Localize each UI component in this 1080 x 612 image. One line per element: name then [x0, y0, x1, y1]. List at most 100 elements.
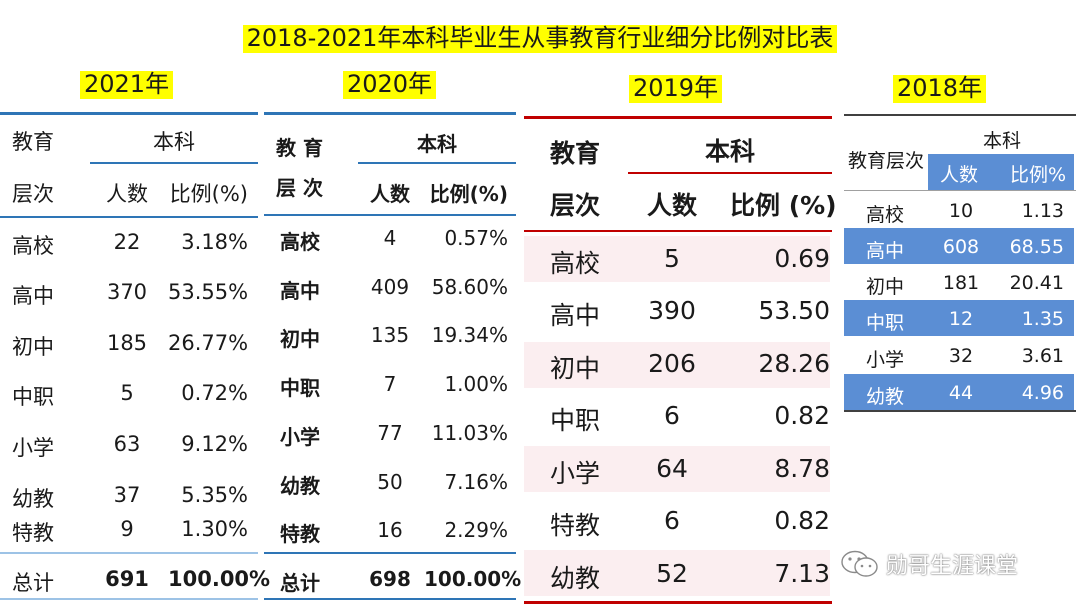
row-count: 409 [370, 275, 410, 299]
row-pct: 3.18% [181, 230, 248, 254]
row-count: 185 [106, 331, 148, 355]
page-title: 2018-2021年本科毕业生从事教育行业细分比例对比表 [0, 24, 1080, 53]
row-pct: 0.57% [444, 226, 508, 250]
row-label: 初中 [550, 354, 601, 383]
table-top-border [524, 116, 832, 119]
row-label: 特教 [12, 521, 54, 545]
watermark-text: 勋哥生涯课堂 [886, 554, 1019, 579]
row-count: 4 [383, 226, 397, 250]
year-label-2019: 2019年 [629, 74, 723, 103]
row-label: 小学 [280, 425, 320, 449]
row-pct: 19.34% [431, 323, 508, 347]
header-level-2: 层 次 [276, 176, 323, 200]
row-count: 32 [948, 345, 974, 367]
row-pct: 2.29% [444, 518, 508, 542]
row-count: 181 [942, 272, 980, 294]
row-pct: 1.35 [1021, 308, 1064, 330]
total-pct: 100.00% [168, 567, 271, 591]
row-count: 37 [113, 483, 141, 507]
total-divider [0, 552, 258, 554]
row-count: 206 [648, 349, 696, 378]
row-pct: 20.41 [1009, 272, 1064, 294]
row-count: 5 [664, 244, 680, 273]
row-count: 9 [120, 517, 134, 541]
header-count: 人数 [106, 182, 148, 206]
table-bottom-border [264, 598, 516, 600]
row-pct: 9.12% [181, 432, 248, 456]
table-2018: 教育层次 本科 人数 比例% 高校 10 1.13 高中 608 68.55 初… [844, 114, 1076, 414]
row-label: 幼教 [866, 386, 905, 408]
row-pct: 26.77% [168, 331, 249, 355]
header-pct: 比例(%) [429, 182, 508, 206]
row-pct: 68.55 [1009, 236, 1064, 258]
year-label-2021: 2021年 [80, 70, 174, 99]
header-count: 人数 [370, 182, 410, 206]
header-pct: 比例(%) [169, 182, 248, 206]
row-pct: 58.60% [431, 275, 508, 299]
header-bottom-border [0, 216, 258, 218]
row-label: 初中 [12, 335, 54, 359]
row-band [524, 342, 830, 388]
header-divider [90, 162, 258, 164]
header-group: 本科 [153, 130, 195, 154]
row-count: 390 [648, 296, 696, 325]
header-pct: 比例% [1010, 164, 1067, 186]
row-pct: 0.72% [181, 381, 248, 405]
row-count: 608 [942, 236, 980, 258]
row-count: 5 [120, 381, 134, 405]
header-level-2: 层次 [550, 191, 601, 220]
row-label: 特教 [550, 511, 601, 540]
row-count: 63 [113, 432, 141, 456]
row-count: 10 [948, 200, 974, 222]
row-band [524, 550, 830, 596]
row-label: 中职 [550, 406, 601, 435]
total-divider [264, 552, 516, 554]
row-label: 中职 [12, 385, 54, 409]
row-count: 44 [948, 382, 974, 404]
row-label: 高中 [550, 301, 601, 330]
row-pct: 1.30% [181, 517, 248, 541]
row-pct: 1.00% [444, 372, 508, 396]
row-band [844, 374, 1074, 410]
row-pct: 53.50 [758, 296, 830, 325]
header-level-1: 教 育 [276, 136, 323, 160]
header-divider [628, 172, 832, 174]
wechat-icon [840, 549, 880, 579]
table-bottom-border [0, 598, 258, 600]
row-label: 特教 [280, 522, 320, 546]
row-label: 高中 [866, 240, 905, 262]
table-top-border [264, 112, 516, 115]
header-pct: 比例 (%) [730, 191, 837, 220]
row-pct: 3.61 [1021, 345, 1064, 367]
row-count: 52 [656, 559, 688, 588]
row-label: 中职 [866, 312, 905, 334]
row-count: 77 [377, 421, 403, 445]
row-count: 64 [656, 454, 688, 483]
row-count: 22 [113, 230, 141, 254]
row-count: 135 [370, 323, 410, 347]
row-count: 12 [948, 308, 974, 330]
row-label: 初中 [866, 276, 905, 298]
row-pct: 8.78 [774, 454, 830, 483]
year-label-2020: 2020年 [343, 70, 437, 99]
row-band [524, 446, 830, 492]
row-pct: 0.82 [774, 506, 830, 535]
header-group: 本科 [704, 137, 755, 166]
row-count: 6 [664, 506, 680, 535]
header-band [928, 154, 1074, 190]
row-label: 中职 [280, 376, 320, 400]
header-count: 人数 [646, 191, 697, 220]
header-group: 本科 [417, 132, 457, 156]
header-bottom-border [264, 214, 516, 216]
table-bottom-border [524, 601, 832, 604]
row-pct: 7.16% [444, 470, 508, 494]
row-label: 幼教 [12, 487, 54, 511]
table-2019: 教育 本科 层次 人数 比例 (%) 高校 5 0.69 高中 390 53.5… [524, 116, 837, 612]
row-count: 50 [377, 470, 403, 494]
header-count: 人数 [940, 164, 979, 186]
row-label: 小学 [550, 459, 601, 488]
row-label: 高校 [866, 204, 905, 226]
total-label: 总计 [12, 571, 54, 595]
row-label: 高中 [12, 284, 54, 308]
row-label: 小学 [12, 436, 54, 460]
